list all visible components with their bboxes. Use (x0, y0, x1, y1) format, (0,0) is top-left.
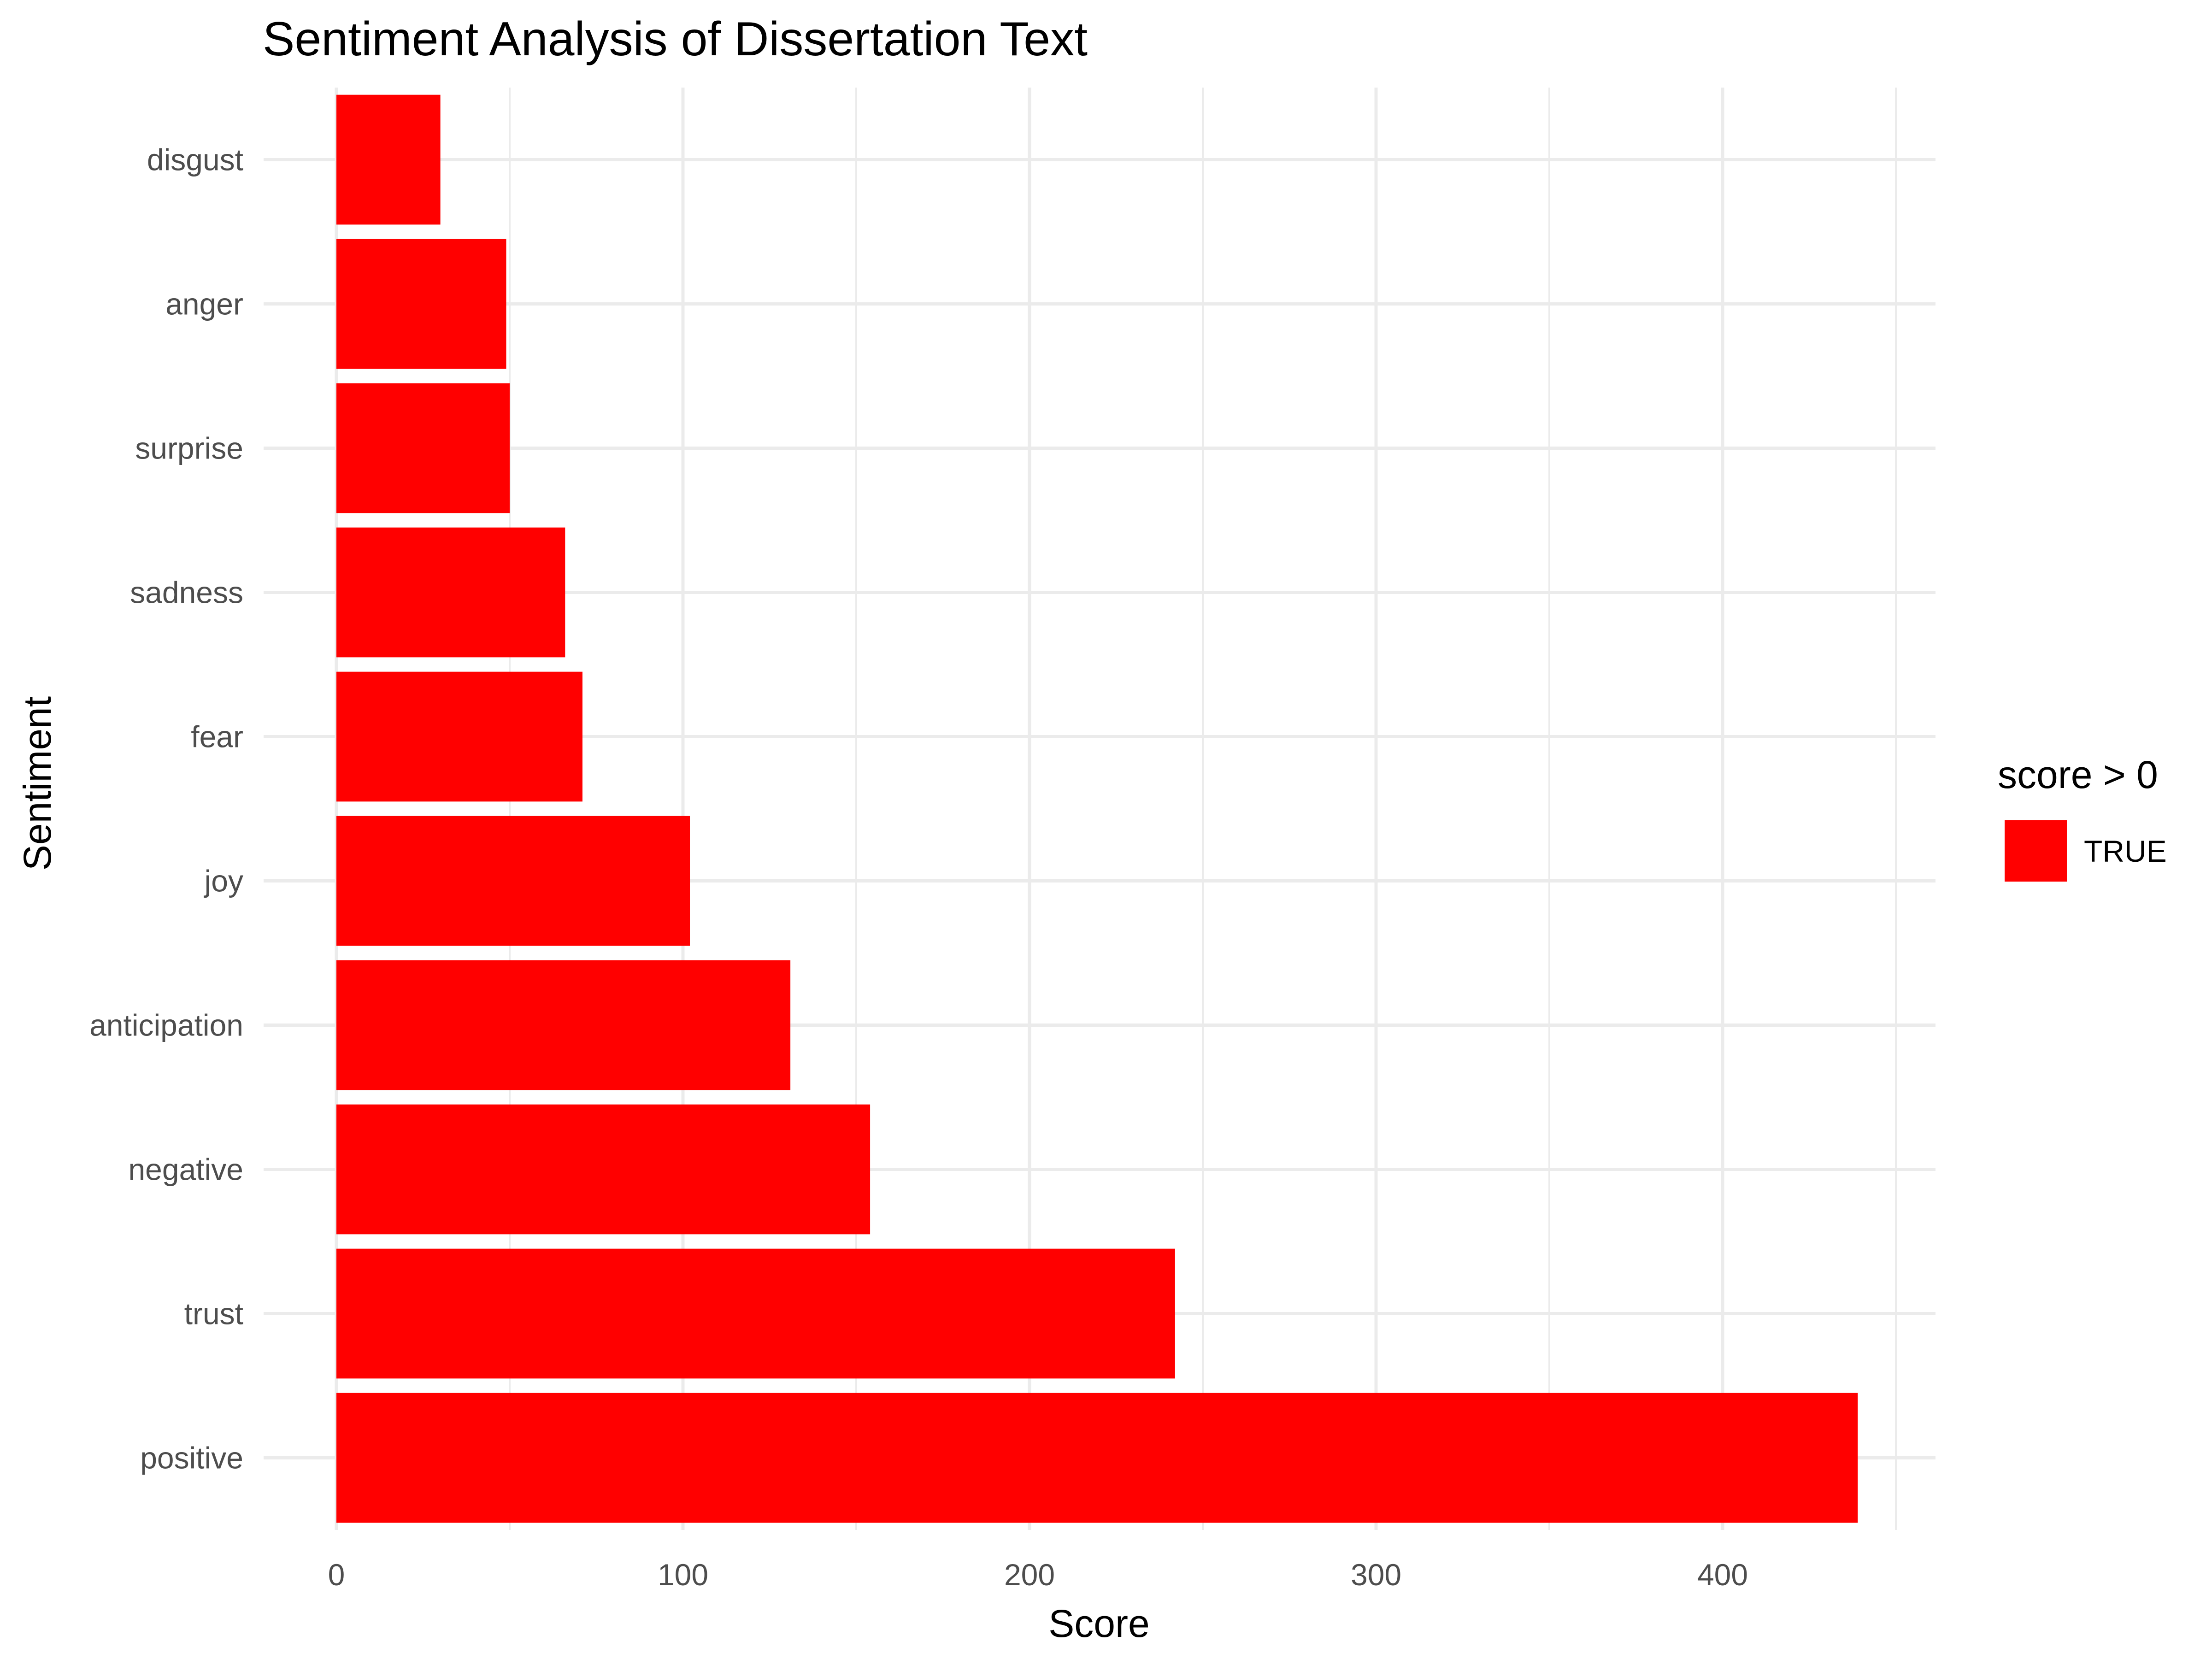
x-tick-label-300: 300 (1351, 1558, 1401, 1592)
y-tick-label-trust: trust (184, 1297, 243, 1331)
y-tick-label-negative: negative (128, 1153, 243, 1187)
legend-label-true: TRUE (2084, 834, 2167, 868)
bar-negative (336, 1104, 871, 1235)
y-tick-label-disgust: disgust (147, 143, 243, 177)
y-axis-title: Sentiment (16, 696, 59, 871)
bar-sadness (336, 527, 565, 658)
y-tick-label-positive: positive (140, 1441, 243, 1475)
x-axis-title: Score (1048, 1602, 1149, 1645)
bar-anger (336, 239, 506, 369)
y-tick-label-surprise: surprise (135, 431, 243, 465)
gridlines (264, 88, 1936, 1530)
y-tick-label-joy: joy (204, 864, 243, 898)
bar-anticipation (336, 960, 791, 1090)
y-axis-ticks: disgust anger surprise sadness fear joy antici… (89, 143, 243, 1475)
y-tick-label-anger: anger (165, 287, 243, 321)
x-axis-ticks: 0 100 200 300 400 (328, 1558, 1748, 1592)
legend-entries: TRUE (2005, 820, 2167, 882)
x-tick-label-100: 100 (658, 1558, 708, 1592)
x-tick-label-400: 400 (1697, 1558, 1748, 1592)
y-tick-label-fear: fear (191, 720, 243, 754)
chart-title: Sentiment Analysis of Dissertation Text (263, 12, 1088, 66)
x-tick-label-0: 0 (328, 1558, 345, 1592)
bar-fear (336, 671, 582, 802)
y-tick-label-anticipation: anticipation (89, 1008, 243, 1042)
bar-joy (336, 816, 690, 946)
bar-trust (336, 1248, 1175, 1379)
x-tick-label-200: 200 (1004, 1558, 1055, 1592)
legend-title: score > 0 (1998, 753, 2158, 796)
bars (336, 94, 1858, 1523)
legend: score > 0 TRUE (1998, 753, 2167, 882)
legend-key-true (2005, 820, 2067, 882)
bar-disgust (336, 94, 441, 225)
bar-positive (336, 1393, 1858, 1523)
y-tick-label-sadness: sadness (130, 576, 243, 610)
bar-surprise (336, 383, 510, 513)
